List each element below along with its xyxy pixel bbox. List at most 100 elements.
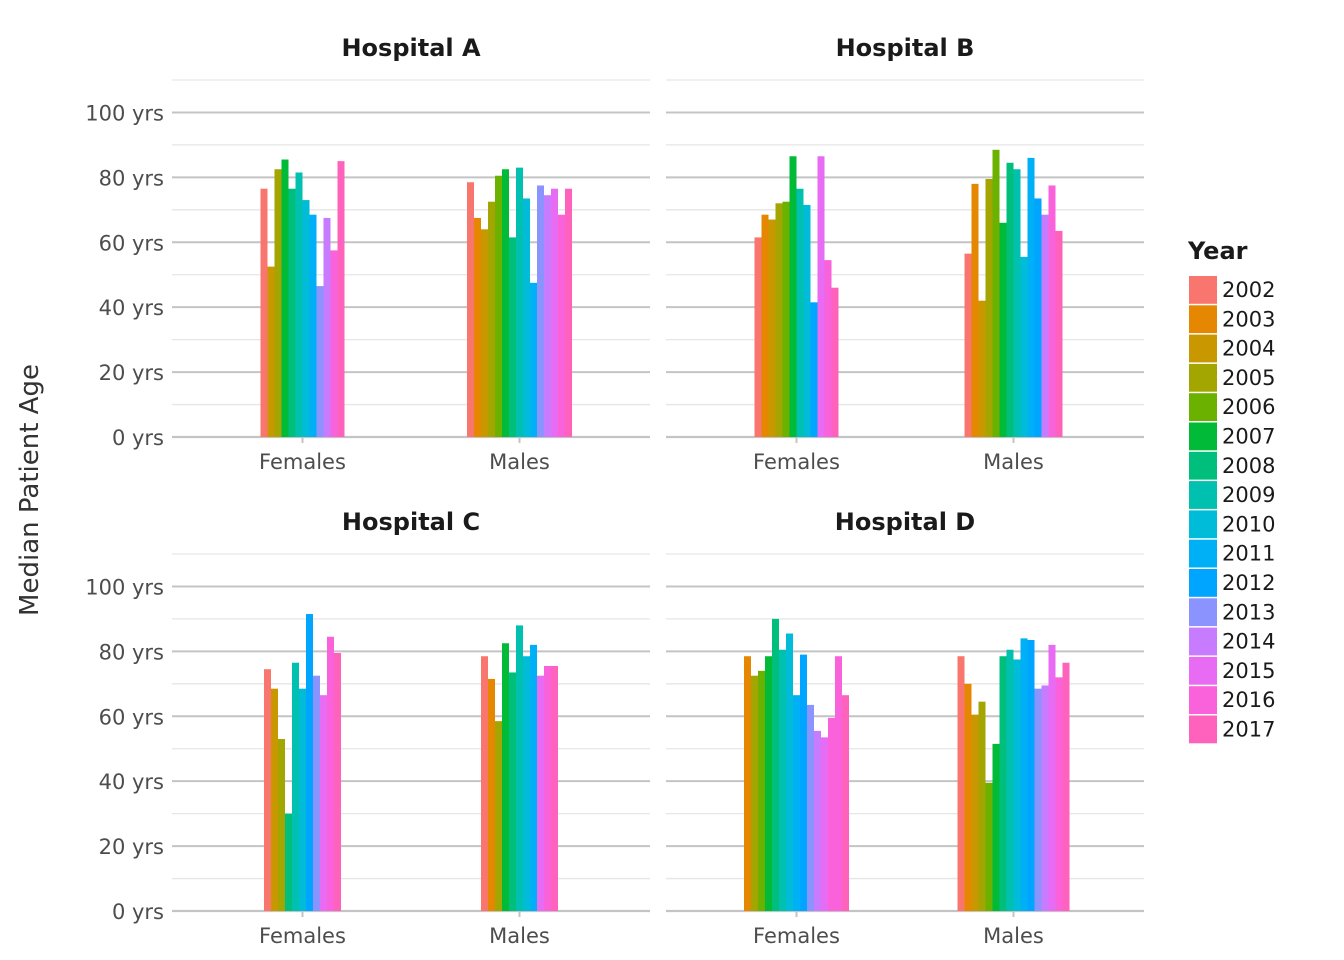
y-tick-label: 0 yrs: [112, 900, 164, 924]
legend-key-2008: [1189, 451, 1217, 480]
legend-label-2005: 2005: [1222, 366, 1275, 390]
bar-males-2006: [992, 149, 1000, 437]
bar-males-2017: [565, 188, 573, 437]
bar-females-2003: [743, 656, 751, 911]
panel-hospital-b: Hospital B Females Males: [666, 34, 1144, 474]
legend-label-2015: 2015: [1222, 659, 1275, 683]
x-tick-label: Females: [753, 450, 840, 474]
panel-hospital-a: Hospital A 0 yrs 20 yrs 40 yrs 60 yrs 80 yrs 1…: [85, 34, 650, 474]
legend-key-2009: [1189, 481, 1217, 509]
bar-males-2016: [544, 665, 552, 911]
x-tick-label: Females: [259, 450, 346, 474]
bar-females-2011: [309, 214, 317, 437]
bar-females-2009: [778, 649, 786, 911]
bar-males-2015: [551, 188, 559, 437]
bar-females-2006: [782, 201, 790, 437]
y-tick-label: 80 yrs: [99, 166, 164, 190]
bar-females-2010: [302, 200, 310, 437]
bar-males-2006: [495, 175, 503, 437]
bar-males-2013: [1034, 688, 1042, 911]
bar-females-2017: [831, 287, 839, 437]
legend-label-2013: 2013: [1222, 600, 1275, 624]
x-tick-label: Males: [489, 450, 550, 474]
bar-males-2011: [1020, 638, 1028, 911]
y-tick-label: 40 yrs: [99, 770, 164, 794]
bar-females-2016: [827, 717, 835, 911]
bar-males-2014: [1041, 214, 1049, 437]
legend: Year 2002 2003 2004 2005 2006 2007 2008 2009 201…: [1187, 237, 1275, 744]
bar-males-2009: [516, 625, 524, 911]
legend-label-2009: 2009: [1222, 483, 1275, 507]
bar-females-2012: [810, 302, 818, 437]
bar-males-2015: [537, 675, 545, 911]
bar-males-2016: [558, 214, 566, 437]
bar-males-2012: [1027, 640, 1035, 911]
legend-key-2012: [1189, 569, 1217, 597]
legend-title: Year: [1187, 237, 1248, 265]
panel-title: Hospital C: [342, 508, 480, 536]
bar-females-2004: [267, 266, 275, 437]
bar-males-2016: [1055, 677, 1063, 911]
bar-females-2007: [281, 159, 289, 437]
bar-females-2005: [274, 169, 282, 437]
bar-males-2005: [488, 201, 496, 437]
panel-hospital-c: Hospital C 0 yrs 20 yrs 40 yrs 60 yrs 80 yrs 1…: [85, 508, 650, 948]
bar-males-2013: [537, 185, 545, 437]
bar-males-2002: [467, 182, 475, 437]
bar-females-2002: [754, 237, 762, 437]
legend-key-2017: [1189, 715, 1217, 744]
legend-label-2007: 2007: [1222, 425, 1275, 449]
bar-females-2008: [284, 813, 292, 911]
bar-females-2005: [775, 203, 783, 437]
bar-females-2014: [323, 217, 331, 437]
legend-key-2014: [1189, 627, 1217, 656]
legend-key-2005: [1189, 363, 1217, 392]
legend-label-2011: 2011: [1222, 542, 1275, 566]
x-tick-label: Females: [259, 924, 346, 948]
bar-males-2003: [964, 683, 972, 911]
bar-males-2009: [1013, 169, 1021, 437]
bar-females-2010: [803, 204, 811, 437]
bar-males-2005: [978, 701, 986, 911]
bar-males-2009: [1006, 649, 1014, 911]
bar-females-2008: [288, 188, 296, 437]
bar-females-2009: [295, 172, 303, 437]
bar-females-2009: [291, 662, 299, 911]
bar-females-2007: [789, 156, 797, 437]
bar-females-2013: [806, 704, 814, 911]
bar-females-2009: [796, 188, 804, 437]
bar-males-2015: [1048, 644, 1056, 911]
legend-label-2004: 2004: [1222, 337, 1275, 361]
bar-females-2002: [263, 669, 271, 911]
bar-females-2015: [820, 737, 828, 911]
bar-males-2010: [523, 198, 531, 437]
bar-males-2011: [530, 282, 538, 437]
bar-females-2013: [316, 286, 324, 437]
bar-males-2014: [1041, 685, 1049, 911]
legend-label-2002: 2002: [1222, 278, 1275, 302]
bar-females-2011: [792, 695, 800, 911]
panel-title: Hospital D: [835, 508, 975, 536]
legend-label-2003: 2003: [1222, 307, 1275, 331]
bar-males-2003: [971, 183, 979, 437]
bar-females-2016: [330, 250, 338, 437]
bar-males-2017: [1055, 230, 1063, 437]
bar-males-2011: [530, 644, 538, 911]
y-tick-label: 60 yrs: [99, 231, 164, 255]
legend-key-2016: [1189, 686, 1217, 714]
bar-males-2008: [1006, 162, 1014, 437]
bar-females-2006: [757, 670, 765, 911]
bar-males-2007: [502, 643, 510, 911]
bar-males-2003: [474, 217, 482, 437]
bar-males-2007: [992, 743, 1000, 911]
bar-males-2002: [957, 656, 965, 911]
bar-females-2015: [817, 156, 825, 437]
bar-females-2004: [270, 688, 278, 911]
legend-key-2010: [1189, 510, 1217, 539]
legend-key-2011: [1189, 539, 1217, 568]
legend-key-2003: [1189, 305, 1217, 334]
legend-label-2017: 2017: [1222, 718, 1275, 742]
bar-females-2005: [750, 675, 758, 911]
legend-label-2010: 2010: [1222, 512, 1275, 536]
